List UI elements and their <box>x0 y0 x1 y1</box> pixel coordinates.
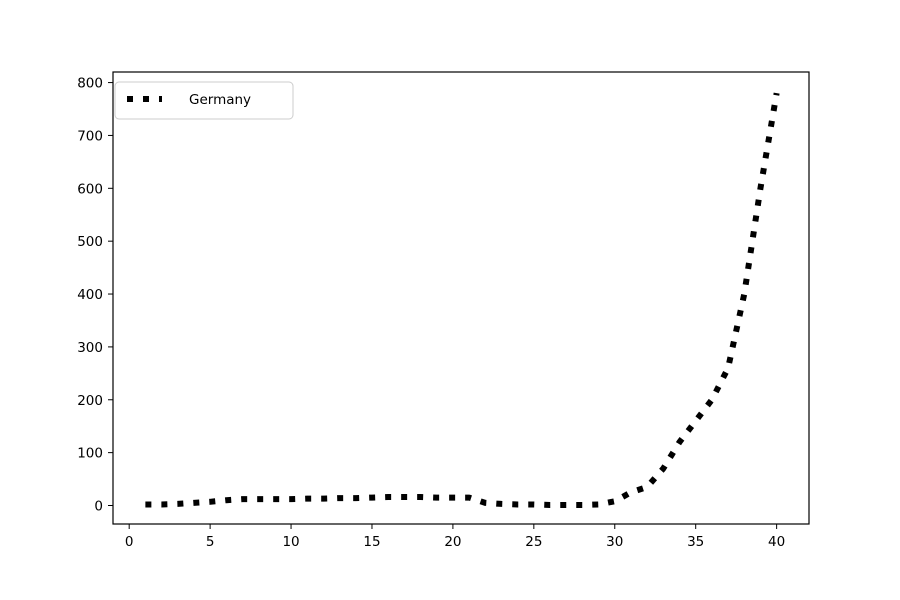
y-tick-label: 300 <box>77 340 103 356</box>
series-line-germany <box>145 92 780 508</box>
legend: Germany <box>114 81 294 120</box>
y-tick-label: 0 <box>94 498 103 514</box>
y-tick-label: 800 <box>77 76 103 92</box>
x-tick-label: 30 <box>606 534 623 550</box>
legend-box <box>114 81 294 120</box>
x-tick-label: 10 <box>282 534 299 550</box>
y-tick-label: 700 <box>77 128 103 144</box>
x-tick-label: 40 <box>768 534 785 550</box>
y-tick-label: 200 <box>77 393 103 409</box>
x-tick-label: 0 <box>125 534 134 550</box>
y-tick-label: 500 <box>77 234 103 250</box>
x-axis: 0 5 10 15 20 25 30 35 40 <box>125 524 785 550</box>
x-tick-label: 20 <box>444 534 461 550</box>
plot-frame <box>112 71 810 525</box>
legend-label-germany: Germany <box>189 92 251 108</box>
x-tick-label: 15 <box>363 534 380 550</box>
x-tick-label: 5 <box>206 534 215 550</box>
y-tick-label: 400 <box>77 287 103 303</box>
series-layer <box>145 92 780 508</box>
x-tick-label: 25 <box>525 534 542 550</box>
y-tick-label: 600 <box>77 181 103 197</box>
y-axis: 0 100 200 300 400 500 600 700 800 <box>77 76 113 514</box>
y-tick-label: 100 <box>77 446 103 462</box>
x-tick-label: 35 <box>687 534 704 550</box>
